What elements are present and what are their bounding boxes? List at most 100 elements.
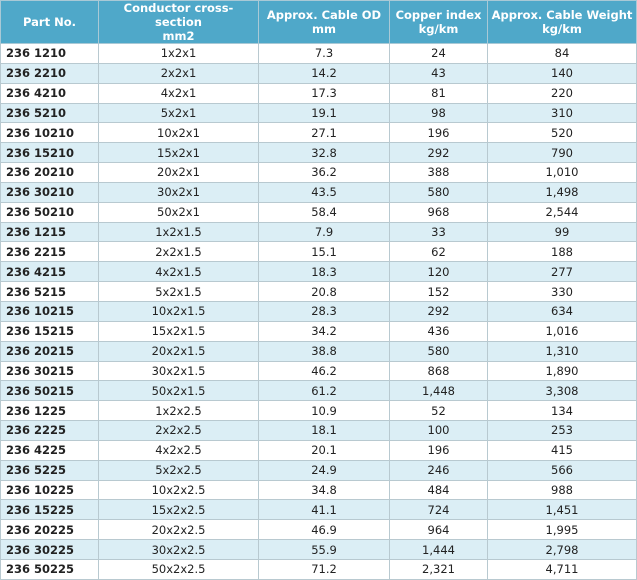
cell-value: 43.5 xyxy=(258,181,390,203)
part-number: 236 30210 xyxy=(0,181,99,203)
cell-value: 566 xyxy=(487,459,637,481)
part-number: 236 50210 xyxy=(0,201,99,223)
cell-value: 20x2x2.5 xyxy=(98,519,259,541)
cell-value: 4,711 xyxy=(487,558,637,580)
part-number: 236 2210 xyxy=(0,62,99,84)
cell-value: 2x2x2.5 xyxy=(98,420,259,441)
part-number: 236 15225 xyxy=(0,499,99,521)
cell-value: 436 xyxy=(389,320,488,342)
table-row: 236 5215 5x2x1.5 20.8 152 330 xyxy=(0,281,637,302)
cell-value: 1,451 xyxy=(487,499,637,521)
cell-value: 19.1 xyxy=(258,102,390,124)
cell-value: 140 xyxy=(487,62,637,84)
cell-value: 388 xyxy=(389,162,488,183)
header-text: Approx. Cable Weight xyxy=(491,8,633,22)
header-cell: Copper index kg/km xyxy=(389,0,488,44)
table-row: 236 15225 15x2x2.5 41.1 724 1,451 xyxy=(0,499,637,521)
table-row: 236 2225 2x2x2.5 18.1 100 253 xyxy=(0,420,637,441)
table-row: 236 30215 30x2x1.5 46.2 868 1,890 xyxy=(0,360,637,382)
table-row: 236 10215 10x2x1.5 28.3 292 634 xyxy=(0,300,637,322)
cell-value: 2x2x1 xyxy=(98,62,259,84)
table-row: 236 1225 1x2x2.5 10.9 52 134 xyxy=(0,400,637,422)
cell-value: 61.2 xyxy=(258,380,390,402)
cell-value: 10x2x1.5 xyxy=(98,300,259,322)
table-row: 236 5210 5x2x1 19.1 98 310 xyxy=(0,102,637,124)
header-cell: Conductor cross-section mm2 xyxy=(98,0,259,44)
cell-value: 43 xyxy=(389,62,488,84)
header-text: kg/km xyxy=(542,22,582,36)
table-body: 236 1210 1x2x1 7.3 24 84 236 2210 2x2x1 14.2 43 1… xyxy=(0,43,637,580)
cell-value: 7.9 xyxy=(258,221,390,243)
cell-value: 50x2x1 xyxy=(98,201,259,223)
part-number: 236 20210 xyxy=(0,162,99,183)
cell-value: 220 xyxy=(487,82,637,104)
header-text: kg/km xyxy=(418,22,459,36)
cell-value: 15.1 xyxy=(258,241,390,263)
table-row: 236 4210 4x2x1 17.3 81 220 xyxy=(0,82,637,104)
table-row: 236 10225 10x2x2.5 34.8 484 988 xyxy=(0,479,637,501)
cell-value: 968 xyxy=(389,201,488,223)
cell-value: 30x2x1.5 xyxy=(98,360,259,382)
cell-value: 10.9 xyxy=(258,400,390,422)
cell-value: 15x2x1.5 xyxy=(98,320,259,342)
part-number: 236 5215 xyxy=(0,281,99,302)
part-number: 236 50215 xyxy=(0,380,99,402)
table-row: 236 50225 50x2x2.5 71.2 2,321 4,711 xyxy=(0,558,637,580)
table-row: 236 1210 1x2x1 7.3 24 84 xyxy=(0,43,637,64)
table-row: 236 4225 4x2x2.5 20.1 196 415 xyxy=(0,439,637,461)
header-text: mm xyxy=(312,22,336,36)
cell-value: 5x2x1.5 xyxy=(98,281,259,302)
part-number: 236 20215 xyxy=(0,340,99,362)
table-row: 236 2210 2x2x1 14.2 43 140 xyxy=(0,62,637,84)
table-row: 236 5225 5x2x2.5 24.9 246 566 xyxy=(0,459,637,481)
part-number: 236 15210 xyxy=(0,142,99,164)
cell-value: 18.3 xyxy=(258,261,390,283)
header-text: Copper index xyxy=(395,8,482,22)
part-number: 236 15215 xyxy=(0,320,99,342)
cell-value: 188 xyxy=(487,241,637,263)
cell-value: 292 xyxy=(389,300,488,322)
table-row: 236 20215 20x2x1.5 38.8 580 1,310 xyxy=(0,340,637,362)
cell-value: 277 xyxy=(487,261,637,283)
cell-value: 253 xyxy=(487,420,637,441)
part-number: 236 50225 xyxy=(0,558,99,580)
cell-value: 134 xyxy=(487,400,637,422)
part-number: 236 1215 xyxy=(0,221,99,243)
cell-value: 15x2x1 xyxy=(98,142,259,164)
cell-value: 55.9 xyxy=(258,539,390,560)
cell-value: 520 xyxy=(487,122,637,144)
cell-value: 580 xyxy=(389,181,488,203)
cell-value: 1x2x1.5 xyxy=(98,221,259,243)
cell-value: 58.4 xyxy=(258,201,390,223)
cell-value: 964 xyxy=(389,519,488,541)
cell-value: 20.1 xyxy=(258,439,390,461)
cell-value: 81 xyxy=(389,82,488,104)
table-row: 236 1215 1x2x1.5 7.9 33 99 xyxy=(0,221,637,243)
part-number: 236 1210 xyxy=(0,43,99,64)
table-row: 236 20225 20x2x2.5 46.9 964 1,995 xyxy=(0,519,637,541)
table-row: 236 50215 50x2x1.5 61.2 1,448 3,308 xyxy=(0,380,637,402)
cell-value: 3,308 xyxy=(487,380,637,402)
cell-value: 30x2x2.5 xyxy=(98,539,259,560)
table-row: 236 20210 20x2x1 36.2 388 1,010 xyxy=(0,162,637,183)
header-text: mm2 xyxy=(162,29,195,43)
cell-value: 120 xyxy=(389,261,488,283)
cell-value: 484 xyxy=(389,479,488,501)
cell-value: 1x2x2.5 xyxy=(98,400,259,422)
table-header: Part No. Conductor cross-section mm2 Approx… xyxy=(0,0,637,44)
cell-value: 98 xyxy=(389,102,488,124)
part-number: 236 10210 xyxy=(0,122,99,144)
header-row: Part No. Conductor cross-section mm2 Approx… xyxy=(0,0,637,44)
part-number: 236 5225 xyxy=(0,459,99,481)
cell-value: 100 xyxy=(389,420,488,441)
cell-value: 1,890 xyxy=(487,360,637,382)
table-row: 236 10210 10x2x1 27.1 196 520 xyxy=(0,122,637,144)
cell-value: 10x2x2.5 xyxy=(98,479,259,501)
cell-value: 724 xyxy=(389,499,488,521)
cell-value: 4x2x1.5 xyxy=(98,261,259,283)
cell-value: 50x2x1.5 xyxy=(98,380,259,402)
cell-value: 2,798 xyxy=(487,539,637,560)
cell-value: 50x2x2.5 xyxy=(98,558,259,580)
